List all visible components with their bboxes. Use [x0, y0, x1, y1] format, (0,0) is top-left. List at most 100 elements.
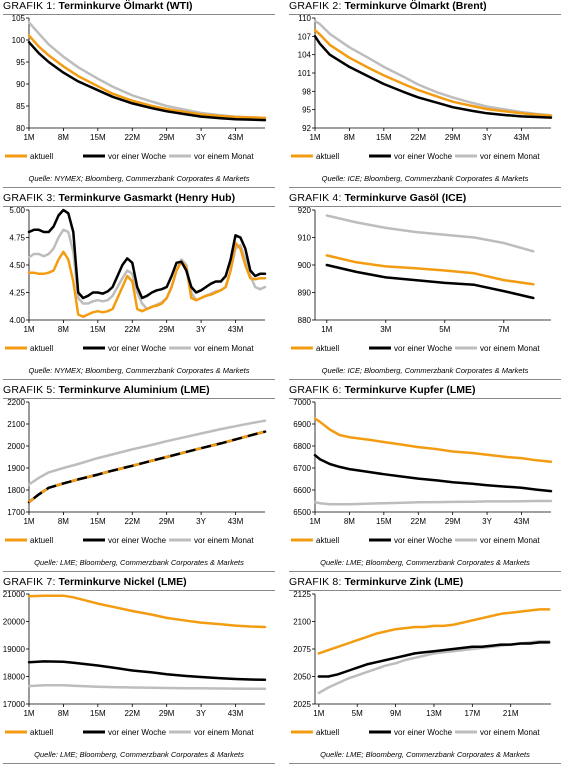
chart-title: GRAFIK 8: Terminkurve Zink (LME)	[289, 576, 561, 591]
series-line-aktuell	[325, 254, 535, 286]
x-tick-label: 8M	[344, 517, 355, 526]
x-tick-label: 1M	[321, 325, 332, 334]
x-tick-label: 9M	[390, 709, 401, 718]
chart-title: GRAFIK 6: Terminkurve Kupfer (LME)	[289, 384, 561, 399]
legend-label-aktuell: aktuell	[30, 728, 53, 737]
chart-panel-gasoil: GRAFIK 4: Terminkurve Gasöl (ICE) Quelle…	[289, 192, 561, 383]
y-tick-label: 20000	[3, 618, 26, 627]
x-tick-label: 1M	[23, 133, 34, 142]
y-tick-label: 2100	[7, 420, 25, 429]
x-tick-label: 17M	[465, 709, 481, 718]
legend-label-monat: vor einem Monat	[480, 536, 540, 545]
series-line-monat	[325, 214, 535, 253]
x-tick-label: 8M	[58, 133, 69, 142]
x-tick-label: 15M	[376, 133, 392, 142]
y-tick-label: 910	[298, 234, 312, 243]
chart-title: GRAFIK 4: Terminkurve Gasöl (ICE)	[289, 192, 561, 207]
x-tick-label: 8M	[58, 325, 69, 334]
x-tick-label: 21M	[503, 709, 519, 718]
chart-panel-zink: GRAFIK 8: Terminkurve Zink (LME) Quelle:…	[289, 576, 561, 767]
y-tick-label: 2000	[7, 442, 25, 451]
x-tick-label: 15M	[90, 325, 106, 334]
chart-source: Quelle: LME; Bloomberg, Commerzbank Corp…	[289, 557, 561, 572]
x-tick-label: 3Y	[196, 517, 206, 526]
y-tick-label: 104	[298, 51, 312, 60]
x-tick-label: 43M	[228, 709, 244, 718]
x-tick-label: 43M	[228, 133, 244, 142]
legend-label-aktuell: aktuell	[316, 344, 339, 353]
x-tick-label: 29M	[445, 133, 461, 142]
chart-panel-henry-hub: GRAFIK 3: Terminkurve Gasmarkt (Henry Hu…	[3, 192, 275, 383]
series-line-aktuell	[317, 608, 551, 655]
x-tick-label: 8M	[344, 133, 355, 142]
x-tick-label: 5M	[352, 709, 363, 718]
chart-title-text: Terminkurve Gasmarkt (Henry Hub)	[58, 192, 236, 204]
chart-panel-brent: GRAFIK 2: Terminkurve Ölmarkt (Brent) Qu…	[289, 0, 561, 191]
x-tick-label: 15M	[90, 133, 106, 142]
chart-panel-nickel: GRAFIK 7: Terminkurve Nickel (LME) Quell…	[3, 576, 275, 767]
series-line-woche	[313, 35, 553, 119]
x-tick-label: 5M	[439, 325, 450, 334]
y-tick-label: 1800	[7, 486, 25, 495]
x-tick-label: 29M	[159, 325, 175, 334]
y-tick-label: 2125	[293, 590, 311, 599]
x-tick-label: 43M	[514, 517, 530, 526]
series-line-aktuell	[313, 417, 553, 464]
legend-label-monat: vor einem Monat	[480, 344, 540, 353]
series-line-woche	[313, 453, 553, 493]
chart-source: Quelle: NYMEX; Bloomberg, Commerzbank Co…	[3, 173, 275, 188]
chart-svg: 4.00 4.25 4.50 4.75 5.00 1M 8M 15M 22M 29M 3Y 43M ak…	[5, 206, 267, 353]
x-tick-label: 29M	[159, 517, 175, 526]
x-tick-label: 22M	[410, 517, 426, 526]
x-tick-label: 43M	[514, 133, 530, 142]
legend-label-woche: vor einer Woche	[108, 152, 167, 161]
series-line-monat	[27, 419, 267, 486]
legend-label-monat: vor einem Monat	[480, 152, 540, 161]
y-tick-label: 6700	[293, 464, 311, 473]
y-tick-label: 18000	[3, 673, 26, 682]
y-tick-label: 880	[298, 316, 312, 325]
grafik-label: GRAFIK 4:	[289, 192, 342, 204]
chart-source: Quelle: ICE; Bloomberg, Commerzbank Corp…	[289, 173, 561, 188]
chart-title-text: Terminkurve Ölmarkt (Brent)	[344, 0, 487, 12]
chart-source: Quelle: LME; Bloomberg, Commerzbank Corp…	[289, 749, 561, 764]
legend-label-woche: vor einer Woche	[394, 344, 453, 353]
chart-svg: 880 890 900 910 920 1M 3M 5M 7M aktuell vor einer …	[291, 206, 551, 353]
y-tick-label: 6600	[293, 486, 311, 495]
series-line-woche	[27, 40, 267, 122]
chart-panel-kupfer: GRAFIK 6: Terminkurve Kupfer (LME) Quell…	[289, 384, 561, 575]
y-tick-label: 85	[16, 102, 25, 111]
grafik-label: GRAFIK 5:	[3, 384, 56, 396]
y-tick-label: 110	[298, 14, 311, 23]
x-tick-label: 1M	[309, 133, 320, 142]
legend-label-woche: vor einer Woche	[108, 728, 167, 737]
series-line-monat	[313, 499, 553, 506]
x-tick-label: 3Y	[196, 709, 206, 718]
x-tick-label: 43M	[228, 517, 244, 526]
x-tick-label: 8M	[58, 517, 69, 526]
series-line-woche	[27, 208, 267, 300]
legend-label-woche: vor einer Woche	[394, 728, 453, 737]
y-tick-label: 105	[12, 14, 26, 23]
legend-label-aktuell: aktuell	[316, 536, 339, 545]
x-tick-label: 15M	[376, 517, 392, 526]
y-tick-label: 2075	[293, 645, 311, 654]
y-tick-label: 6500	[293, 508, 311, 517]
chart-panel-wti: GRAFIK 1: Terminkurve Ölmarkt (WTI) Quel…	[3, 0, 275, 191]
x-tick-label: 22M	[124, 325, 140, 334]
x-tick-label: 3Y	[196, 325, 206, 334]
y-tick-label: 2200	[7, 398, 25, 407]
y-tick-label: 90	[16, 80, 25, 89]
chart-svg: 17000 18000 19000 20000 21000 1M 8M 15M 22M 29M 3Y…	[3, 590, 267, 737]
chart-source: Quelle: LME; Bloomberg, Commerzbank Corp…	[3, 749, 275, 764]
y-tick-label: 4.75	[9, 234, 25, 243]
grafik-label: GRAFIK 7:	[3, 576, 56, 588]
y-tick-label: 98	[302, 87, 311, 96]
y-tick-label: 17000	[3, 700, 26, 709]
legend-label-monat: vor einem Monat	[194, 536, 254, 545]
y-tick-label: 890	[298, 289, 312, 298]
legend-label-aktuell: aktuell	[30, 536, 53, 545]
chart-title-text: Terminkurve Zink (LME)	[344, 576, 464, 588]
y-tick-label: 4.00	[9, 316, 25, 325]
grafik-label: GRAFIK 8:	[289, 576, 342, 588]
